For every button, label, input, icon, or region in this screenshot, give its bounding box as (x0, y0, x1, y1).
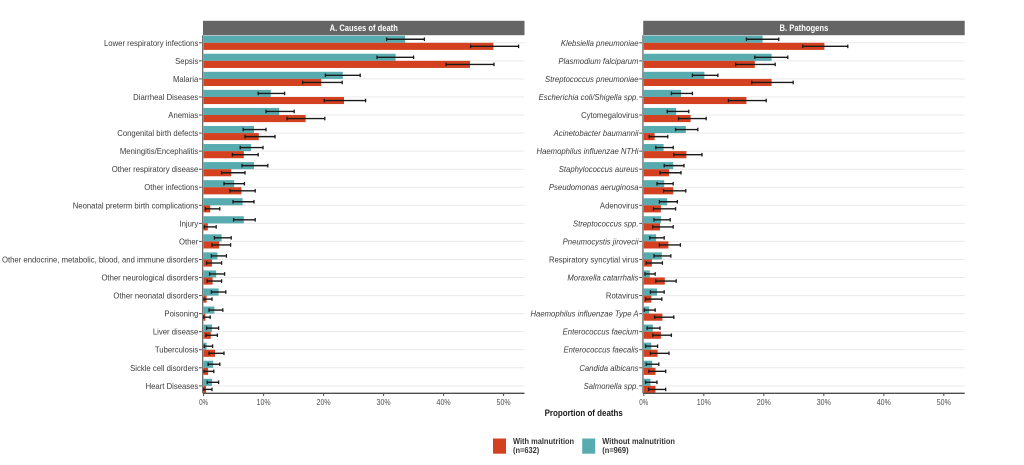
svg-text:Streptococcus spp.: Streptococcus spp. (573, 218, 639, 228)
svg-text:(n=969): (n=969) (602, 445, 628, 455)
svg-text:Other infections: Other infections (144, 182, 198, 192)
svg-text:Cytomegalovirus: Cytomegalovirus (581, 110, 638, 120)
svg-text:Neonatal preterm birth complic: Neonatal preterm birth complications (73, 200, 199, 210)
svg-text:Enterococcus faecalis: Enterococcus faecalis (564, 345, 640, 355)
svg-text:Pneumocystis jirovecii: Pneumocystis jirovecii (563, 236, 640, 246)
svg-text:Plasmodium falciparum: Plasmodium falciparum (558, 56, 638, 66)
svg-text:Without malnutrition: Without malnutrition (602, 436, 675, 446)
svg-text:Diarrheal Diseases: Diarrheal Diseases (133, 92, 198, 102)
svg-text:Sickle cell disorders: Sickle cell disorders (130, 363, 198, 373)
svg-text:Adenovirus: Adenovirus (600, 200, 639, 210)
svg-text:Poisoning: Poisoning (164, 309, 198, 319)
svg-text:Meningitis/Encephalitis: Meningitis/Encephalitis (120, 146, 198, 156)
svg-text:Respiratory syncytial virus: Respiratory syncytial virus (549, 254, 639, 264)
svg-text:10%: 10% (697, 397, 711, 407)
svg-text:Proportion of deaths: Proportion of deaths (545, 408, 623, 418)
svg-text:Haemophilus influenzae NTHi: Haemophilus influenzae NTHi (537, 146, 640, 156)
svg-text:Staphylococcus aureus: Staphylococcus aureus (559, 164, 639, 174)
svg-text:20%: 20% (757, 397, 771, 407)
svg-text:With malnutrition: With malnutrition (513, 436, 574, 446)
svg-text:40%: 40% (877, 397, 891, 407)
svg-text:Other neurological disorders: Other neurological disorders (101, 273, 198, 283)
svg-text:Rotavirus: Rotavirus (606, 291, 639, 301)
svg-text:Anemias: Anemias (168, 110, 198, 120)
svg-text:Tuberculosis: Tuberculosis (155, 345, 198, 355)
svg-text:40%: 40% (437, 397, 451, 407)
svg-text:B. Pathogens: B. Pathogens (780, 23, 829, 33)
svg-text:Injury: Injury (179, 218, 199, 228)
svg-text:A. Causes of death: A. Causes of death (330, 23, 398, 33)
svg-text:Lower respiratory infections: Lower respiratory infections (104, 38, 198, 48)
svg-text:0%: 0% (199, 397, 208, 407)
svg-text:Other neonatal disorders: Other neonatal disorders (113, 291, 198, 301)
svg-text:Sepsis: Sepsis (175, 56, 198, 66)
svg-text:10%: 10% (257, 397, 271, 407)
svg-text:Pseudomonas aeruginosa: Pseudomonas aeruginosa (549, 182, 639, 192)
svg-text:Other respiratory disease: Other respiratory disease (112, 164, 199, 174)
svg-text:Malaria: Malaria (173, 74, 199, 84)
svg-text:Other: Other (179, 236, 198, 246)
svg-text:Escherichia coli/Shigella spp.: Escherichia coli/Shigella spp. (539, 92, 639, 102)
svg-text:Liver disease: Liver disease (153, 327, 199, 337)
svg-text:Candida albicans: Candida albicans (579, 363, 639, 373)
svg-text:Enterococcus faecium: Enterococcus faecium (563, 327, 639, 337)
svg-text:Streptococcus pneumoniae: Streptococcus pneumoniae (545, 74, 639, 84)
svg-text:Other endocrine, metabolic, bl: Other endocrine, metabolic, blood, and i… (2, 254, 198, 264)
svg-text:30%: 30% (377, 397, 391, 407)
svg-text:Moraxella catarrhalis: Moraxella catarrhalis (567, 273, 639, 283)
svg-text:Klebsiella pneumoniae: Klebsiella pneumoniae (561, 38, 639, 48)
svg-text:(n=632): (n=632) (513, 445, 539, 455)
svg-text:Salmonella spp.: Salmonella spp. (584, 381, 639, 391)
svg-text:Congenital birth defects: Congenital birth defects (117, 128, 198, 138)
svg-text:20%: 20% (317, 397, 331, 407)
svg-text:0%: 0% (639, 397, 648, 407)
svg-text:Heart Diseases: Heart Diseases (146, 381, 199, 391)
svg-text:Acinetobacter baumannii: Acinetobacter baumannii (553, 128, 640, 138)
svg-text:50%: 50% (497, 397, 511, 407)
svg-text:50%: 50% (937, 397, 951, 407)
svg-text:30%: 30% (817, 397, 831, 407)
svg-text:Haemophilus influenzae Type A: Haemophilus influenzae Type A (530, 309, 638, 319)
